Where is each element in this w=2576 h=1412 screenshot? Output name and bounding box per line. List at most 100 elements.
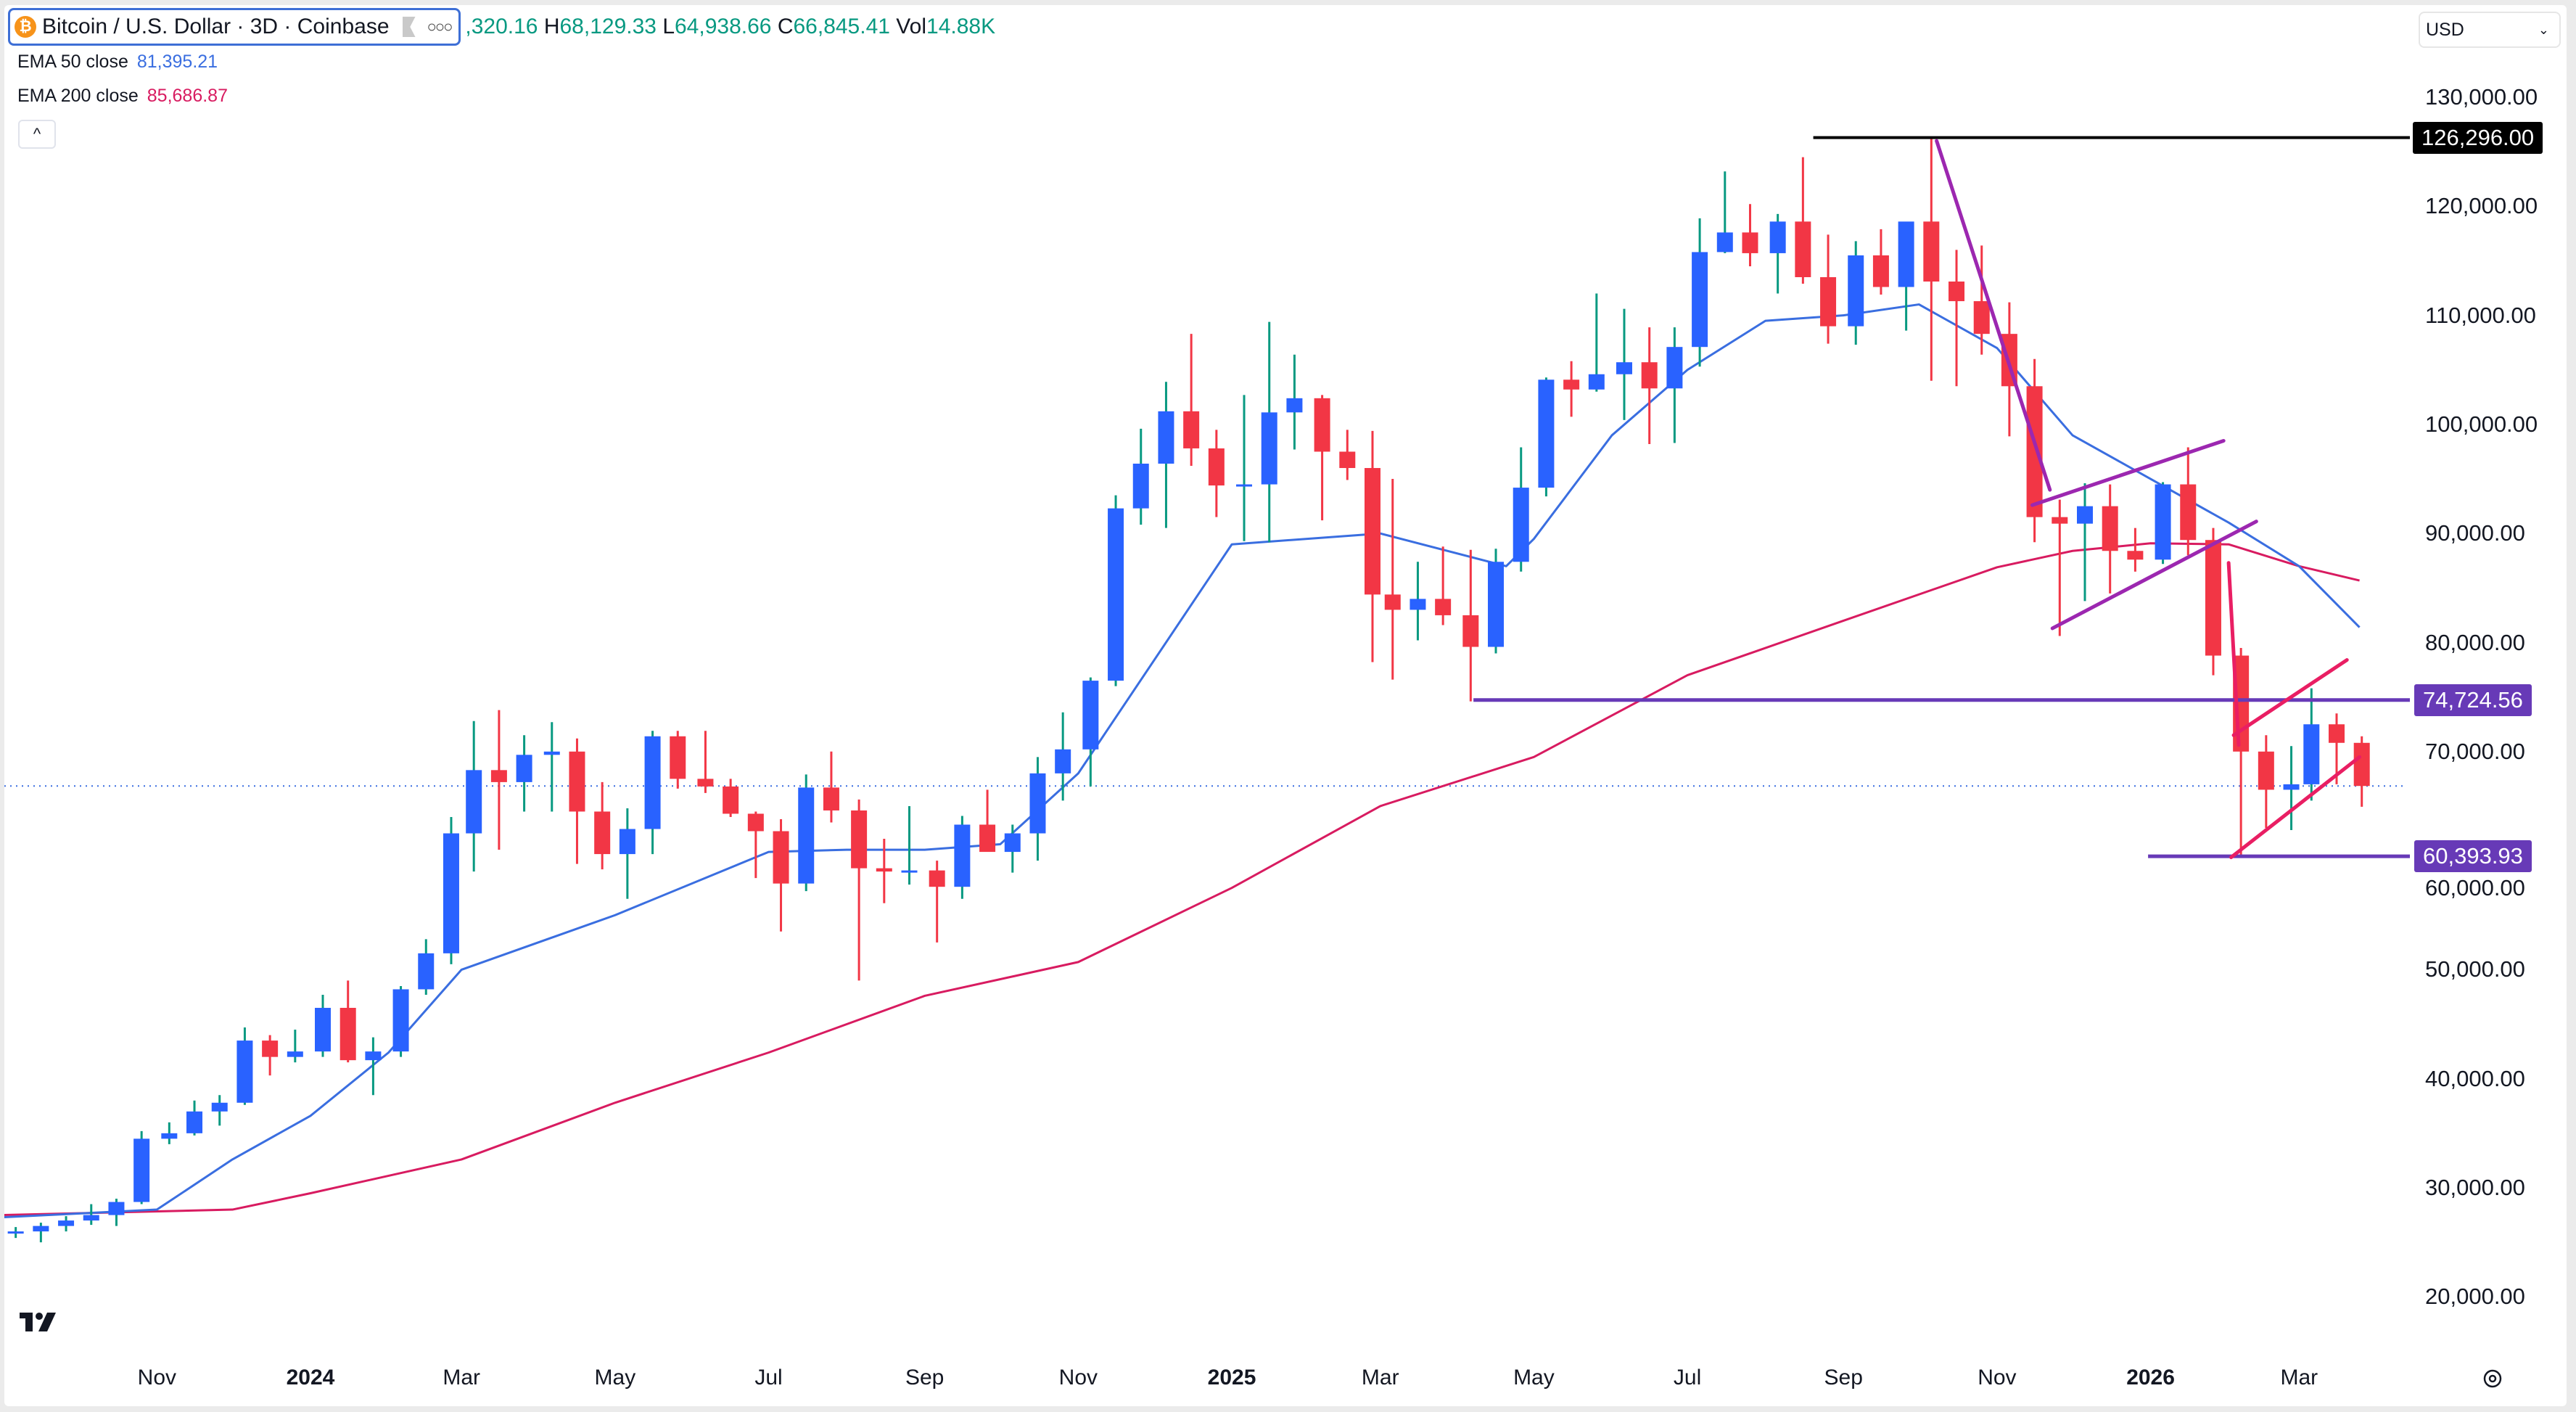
candle-body: [2102, 506, 2118, 551]
price-tick-label: 40,000.00: [2425, 1065, 2525, 1091]
price-level-tag: 126,296.00: [2413, 121, 2543, 154]
candle: [161, 1122, 178, 1144]
candle-body: [1588, 374, 1605, 390]
flag-icon[interactable]: [402, 17, 416, 37]
candle-body: [340, 1008, 356, 1061]
candle: [1462, 549, 1479, 702]
tradingview-logo[interactable]: [20, 1310, 63, 1334]
ema-50-label: EMA 50 close: [17, 52, 128, 72]
candle-body: [2283, 784, 2300, 790]
time-tick-label: Jul: [1673, 1366, 1702, 1390]
volume-value: 14.88K: [926, 15, 996, 38]
time-tick-label: Nov: [1058, 1366, 1098, 1390]
candle: [1742, 204, 1758, 266]
time-tick-label: 2025: [1207, 1366, 1256, 1390]
open-value: ,320.16: [465, 15, 538, 38]
candle: [823, 751, 839, 823]
candle-body: [954, 824, 971, 887]
candle: [1692, 218, 1708, 367]
candle: [1208, 430, 1225, 517]
time-tick-label: Nov: [1978, 1366, 2017, 1390]
candle: [1538, 377, 1555, 497]
candle: [1082, 677, 1099, 787]
candle: [1848, 241, 1864, 345]
trend-line: [2226, 561, 2241, 747]
candles: [7, 137, 2370, 1243]
price-tick-label: 50,000.00: [2425, 956, 2525, 982]
candle-body: [2205, 540, 2221, 656]
candle: [2180, 447, 2197, 556]
candle-body: [1236, 484, 1253, 487]
trend-line: [2229, 755, 2362, 860]
candle: [1716, 171, 1733, 253]
time-tick-label: Sep: [905, 1366, 945, 1390]
candle: [211, 1095, 228, 1126]
symbol-title[interactable]: Bitcoin / U.S. Dollar · 3D · Coinbase: [42, 15, 390, 38]
ema-50-legend[interactable]: EMA 50 close 81,395.21: [17, 52, 218, 73]
time-tick-label: 2026: [2126, 1366, 2175, 1390]
candle: [1563, 361, 1580, 417]
candle: [365, 1037, 382, 1096]
candle: [1973, 245, 1990, 355]
candle-body: [1208, 448, 1225, 486]
candle: [851, 799, 868, 981]
currency-select[interactable]: USD ⌄: [2419, 12, 2561, 48]
candle-body: [133, 1138, 150, 1202]
candle: [466, 721, 482, 872]
trend-line: [2231, 658, 2349, 737]
candle-body: [670, 736, 686, 779]
candle: [340, 980, 356, 1063]
candle-body: [1462, 615, 1479, 647]
candle: [1261, 321, 1277, 543]
time-tick-label: Mar: [443, 1366, 481, 1390]
candle: [798, 774, 815, 892]
candle-body: [418, 953, 435, 990]
candle-body: [1692, 252, 1708, 348]
candle: [1364, 430, 1380, 662]
candle: [594, 781, 611, 870]
more-icon[interactable]: ○○○: [427, 17, 453, 36]
candle-body: [365, 1051, 382, 1061]
price-tick-label: 110,000.00: [2425, 302, 2536, 328]
candle: [644, 731, 661, 855]
candle-body: [2258, 751, 2274, 790]
candle-body: [979, 824, 996, 853]
candle: [2303, 688, 2320, 801]
ema-50-path: [4, 303, 2361, 1219]
candle-body: [543, 751, 560, 755]
candle-body: [2353, 742, 2370, 787]
price-tick-label: 80,000.00: [2425, 629, 2525, 655]
settings-icon[interactable]: [2481, 1367, 2504, 1390]
candle-body: [392, 989, 409, 1052]
bitcoin-icon: ₿: [15, 16, 36, 38]
time-tick-label: Jul: [754, 1366, 783, 1390]
candle: [2258, 735, 2274, 829]
collapse-legend-button[interactable]: ^: [18, 120, 56, 149]
candle: [1795, 157, 1811, 284]
candle: [1055, 712, 1071, 801]
candle: [1666, 327, 1683, 443]
symbol-legend[interactable]: ₿ Bitcoin / U.S. Dollar · 3D · Coinbase …: [8, 8, 461, 46]
candle-body: [2052, 517, 2068, 524]
candle-body: [798, 787, 815, 884]
ema-200-legend[interactable]: EMA 200 close 85,686.87: [17, 86, 228, 107]
candle-body: [1364, 468, 1380, 595]
candle-body: [1055, 749, 1071, 773]
candle-body: [1820, 276, 1837, 327]
candle: [1923, 137, 1940, 381]
candle: [543, 722, 560, 812]
candle-body: [1384, 594, 1401, 610]
candle-body: [1848, 255, 1864, 327]
candle-body: [747, 813, 764, 832]
candle-body: [33, 1226, 49, 1232]
candle-body: [2026, 386, 2043, 517]
high-label: H: [543, 15, 560, 38]
candle: [670, 731, 686, 789]
candle-body: [1949, 282, 1965, 302]
candle: [1004, 824, 1021, 873]
candle-body: [211, 1102, 228, 1112]
price-tick-label: 90,000.00: [2425, 520, 2525, 546]
candle-body: [2329, 724, 2345, 743]
candle: [1339, 430, 1356, 480]
